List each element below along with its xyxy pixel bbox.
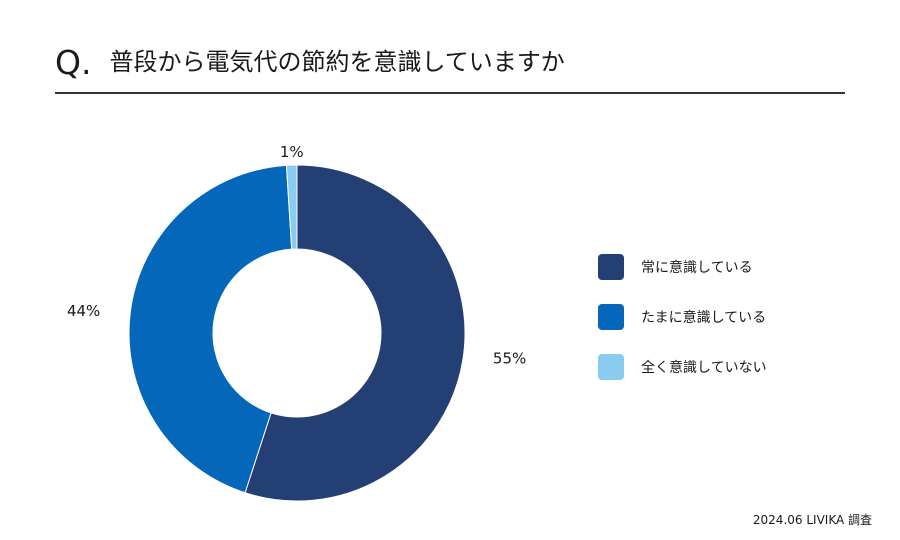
legend-label-never: 全く意識していない bbox=[641, 360, 767, 376]
question-header: Q. 普段から電気代の節約を意識していますか bbox=[55, 38, 845, 86]
donut-slice-never bbox=[285, 164, 298, 250]
donut-slice-labels: 55% 44% 1% bbox=[67, 143, 526, 367]
question-title: 普段から電気代の節約を意識していますか bbox=[109, 48, 565, 76]
legend-swatch-never bbox=[598, 354, 624, 380]
donut-slices bbox=[128, 164, 466, 502]
legend-swatch-always bbox=[598, 254, 624, 280]
slice-label-never: 1% bbox=[280, 143, 304, 161]
header-divider bbox=[55, 92, 845, 94]
legend-swatch-sometimes bbox=[598, 304, 624, 330]
donut-slice-sometimes bbox=[128, 164, 293, 494]
slice-label-sometimes: 44% bbox=[67, 302, 100, 320]
legend-item-always: 常に意識している bbox=[598, 252, 767, 282]
chart-legend: 常に意識している たまに意識している 全く意識していない bbox=[598, 252, 767, 402]
donut-slice-always bbox=[244, 164, 466, 502]
legend-label-sometimes: たまに意識している bbox=[641, 310, 767, 326]
question-mark: Q. bbox=[55, 42, 92, 82]
source-note: 2024.06 LIVIKA 調査 bbox=[752, 513, 872, 527]
legend-label-always: 常に意識している bbox=[641, 260, 753, 276]
legend-item-sometimes: たまに意識している bbox=[598, 302, 767, 332]
legend-item-never: 全く意識していない bbox=[598, 352, 767, 382]
slice-label-always: 55% bbox=[493, 349, 526, 367]
